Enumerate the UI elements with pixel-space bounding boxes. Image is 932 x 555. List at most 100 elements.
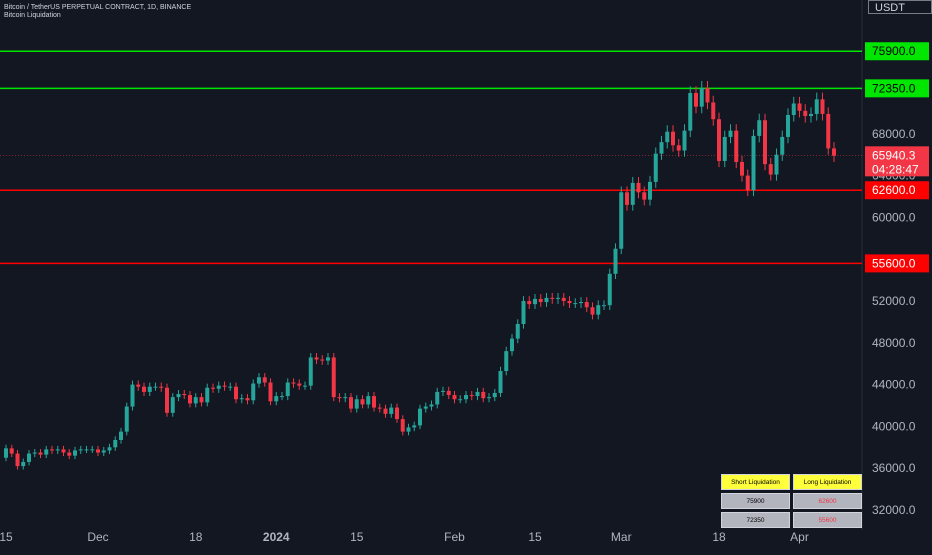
candle-body	[619, 192, 624, 249]
candle-body	[527, 301, 532, 305]
level-price-badges: 75900.0 72350.0 62600.0 55600.0	[865, 42, 929, 273]
long-liquidation-header: Long Liquidation	[793, 474, 862, 490]
currency-selector[interactable]: USDT	[868, 0, 932, 14]
candle-body	[9, 448, 14, 454]
candle-body	[61, 449, 66, 453]
candle-body	[584, 302, 589, 308]
candle-body	[360, 399, 365, 405]
candle-body	[556, 297, 560, 299]
candle-body	[73, 450, 77, 456]
candle-body	[119, 431, 123, 440]
level-badge	[865, 79, 929, 98]
x-tick-label: Mar	[611, 530, 632, 544]
candle-body	[469, 395, 474, 397]
candle-body	[320, 359, 325, 361]
x-tick-label: Dec	[87, 530, 108, 544]
candle-body	[803, 110, 808, 117]
level-badge	[865, 42, 929, 61]
candle-body	[567, 301, 572, 304]
candle-body	[142, 386, 146, 392]
candle-body	[596, 305, 601, 315]
level-badge-label: 55600.0	[872, 256, 916, 270]
candle-body	[176, 394, 181, 398]
candle-body	[659, 142, 664, 154]
time-axis[interactable]: 15 Dec 18 2024 15 Feb 15 Mar 18 Apr	[0, 530, 809, 544]
level-badge-label: 75900.0	[872, 44, 916, 58]
y-tick-label: 36000.0	[872, 461, 916, 475]
candle-body	[671, 131, 675, 146]
candle-body	[768, 164, 773, 175]
level-badge-label: 72350.0	[872, 81, 916, 95]
candle-countdown: 04:28:47	[872, 162, 919, 176]
x-tick-label: 15	[350, 530, 364, 544]
candlestick-series	[4, 81, 836, 470]
candle-body	[124, 406, 129, 432]
candle-body	[642, 192, 647, 200]
y-tick-label: 48000.0	[872, 336, 916, 350]
candle-body	[211, 387, 215, 389]
candle-body	[38, 452, 43, 455]
candle-body	[791, 103, 796, 115]
short-liquidation-value: 75900	[721, 493, 790, 509]
y-tick-label: 68000.0	[872, 127, 916, 141]
candle-body	[452, 395, 457, 400]
candle-body	[573, 303, 578, 305]
x-tick-label: 15	[528, 530, 542, 544]
candle-body	[130, 384, 135, 407]
x-tick-label: 18	[189, 530, 203, 544]
candle-body	[107, 447, 112, 451]
y-tick-label: 32000.0	[872, 503, 916, 517]
candle-body	[590, 307, 595, 315]
candle-body	[653, 153, 658, 182]
candle-body	[676, 145, 681, 151]
candle-body	[688, 93, 693, 131]
candle-body	[510, 338, 514, 352]
candle-body	[291, 382, 296, 384]
candle-body	[682, 130, 687, 151]
candle-body	[4, 448, 8, 458]
candle-body	[550, 297, 555, 299]
x-tick-label: Apr	[790, 530, 809, 544]
liquidation-table-row: 75900 62600	[721, 493, 862, 509]
candle-body	[579, 302, 583, 304]
candle-body	[734, 130, 739, 163]
y-tick-label: 60000.0	[872, 210, 916, 224]
liquidation-table-header: Short Liquidation Long Liquidation	[721, 474, 862, 490]
candle-body	[245, 398, 250, 401]
candle-body	[274, 396, 279, 402]
candle-body	[395, 407, 399, 420]
candle-body	[613, 248, 618, 274]
candle-body	[257, 377, 261, 384]
symbol-title: Bitcoin / TetherUS PERPETUAL CONTRACT, 1…	[4, 4, 192, 11]
candle-body	[96, 449, 100, 453]
candle-body	[372, 396, 376, 408]
candle-body	[297, 383, 302, 386]
candle-body	[303, 385, 307, 387]
candle-body	[389, 407, 394, 414]
x-tick-label: 15	[0, 530, 13, 544]
candle-body	[515, 323, 520, 339]
candle-body	[32, 452, 37, 454]
short-liquidation-value: 72350	[721, 512, 790, 528]
x-tick-label: 18	[712, 530, 726, 544]
candle-body	[251, 383, 256, 401]
last-price-badge: 65940.3 04:28:47	[865, 146, 929, 177]
candle-body	[44, 449, 49, 455]
candle-body	[400, 419, 405, 432]
candle-body	[665, 131, 670, 143]
candle-body	[492, 392, 497, 398]
candle-body	[113, 439, 118, 448]
candle-body	[441, 390, 445, 392]
candle-body	[193, 397, 198, 404]
candle-body	[504, 351, 509, 372]
candle-body	[740, 162, 744, 176]
candle-body	[199, 397, 204, 403]
candle-body	[78, 449, 83, 451]
candle-body	[314, 357, 319, 360]
candle-body	[728, 130, 733, 137]
liquidation-table-row: 72350 55600	[721, 512, 862, 528]
candle-body	[648, 181, 652, 200]
candle-body	[705, 87, 710, 103]
